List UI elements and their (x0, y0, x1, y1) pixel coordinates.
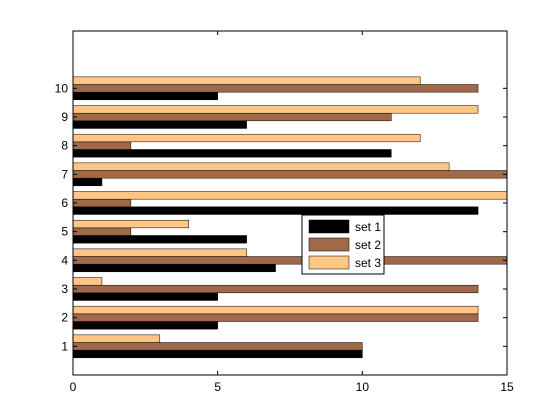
legend-label-set-1: set 1 (355, 220, 381, 234)
bar-set-3-5 (72, 219, 189, 229)
bar-set-2-5 (72, 227, 132, 236)
y-tick-label-9: 9 (61, 110, 68, 124)
bar-set-3-7 (72, 162, 450, 171)
bar-set-2-9 (72, 112, 392, 122)
bar-set-3-2 (72, 305, 479, 315)
y-tick-label-8: 8 (61, 139, 68, 153)
x-tick-label-5: 5 (214, 380, 221, 394)
bar-set-1-10 (72, 91, 218, 101)
bar-set-1-7 (72, 177, 103, 187)
bar-set-2-10 (72, 84, 479, 93)
y-tick-label-1: 1 (61, 339, 68, 353)
bar-set-1-6 (72, 206, 479, 215)
y-tick-label-3: 3 (61, 282, 68, 296)
bar-set-1-9 (72, 120, 247, 129)
bar-set-3-1 (72, 334, 161, 343)
legend-swatch-set-3 (308, 255, 350, 270)
legend-swatch-set-2 (308, 237, 350, 252)
x-axis: 0 5 10 15 (70, 31, 514, 394)
y-tick-label-7: 7 (61, 167, 68, 181)
bar-set-3-8 (72, 133, 421, 143)
bar-set-1-3 (72, 292, 218, 301)
bar-set-3-9 (72, 105, 479, 114)
bar-set-3-3 (72, 277, 103, 286)
x-tick-label-15: 15 (500, 380, 514, 394)
bar-set-1-2 (72, 321, 218, 330)
bar-set-2-8 (72, 141, 132, 150)
y-tick-label-4: 4 (61, 253, 68, 267)
x-tick-label-10: 10 (356, 380, 370, 394)
bar-set-2-3 (72, 284, 479, 294)
bar-set-2-6 (72, 198, 132, 208)
bar-set-3-10 (72, 76, 421, 85)
bar-set-1-5 (72, 235, 247, 244)
legend: set 1 set 2 set 3 (301, 214, 385, 275)
y-tick-label-2: 2 (61, 311, 68, 325)
bar-set-1-1 (72, 349, 363, 359)
y-axis: 1 2 3 4 5 6 7 8 9 10 (55, 81, 507, 353)
y-tick-label-5: 5 (61, 225, 68, 239)
bar-set-2-4 (72, 256, 508, 265)
legend-label-set-2: set 2 (355, 238, 381, 252)
y-tick-label-6: 6 (61, 196, 68, 210)
bar-set-3-4 (72, 248, 247, 257)
bar-set-1-4 (72, 263, 276, 273)
bar-set-1-8 (72, 149, 392, 158)
bar-set-2-1 (72, 342, 363, 351)
bar-set-2-2 (72, 313, 479, 322)
legend-label-set-3: set 3 (355, 256, 381, 270)
y-tick-label-10: 10 (55, 81, 69, 95)
bar-set-3-6 (72, 191, 508, 200)
x-tick-label-0: 0 (70, 380, 77, 394)
bar-set-2-7 (72, 170, 508, 179)
legend-swatch-set-1 (308, 219, 350, 234)
bars-layer (72, 76, 508, 359)
